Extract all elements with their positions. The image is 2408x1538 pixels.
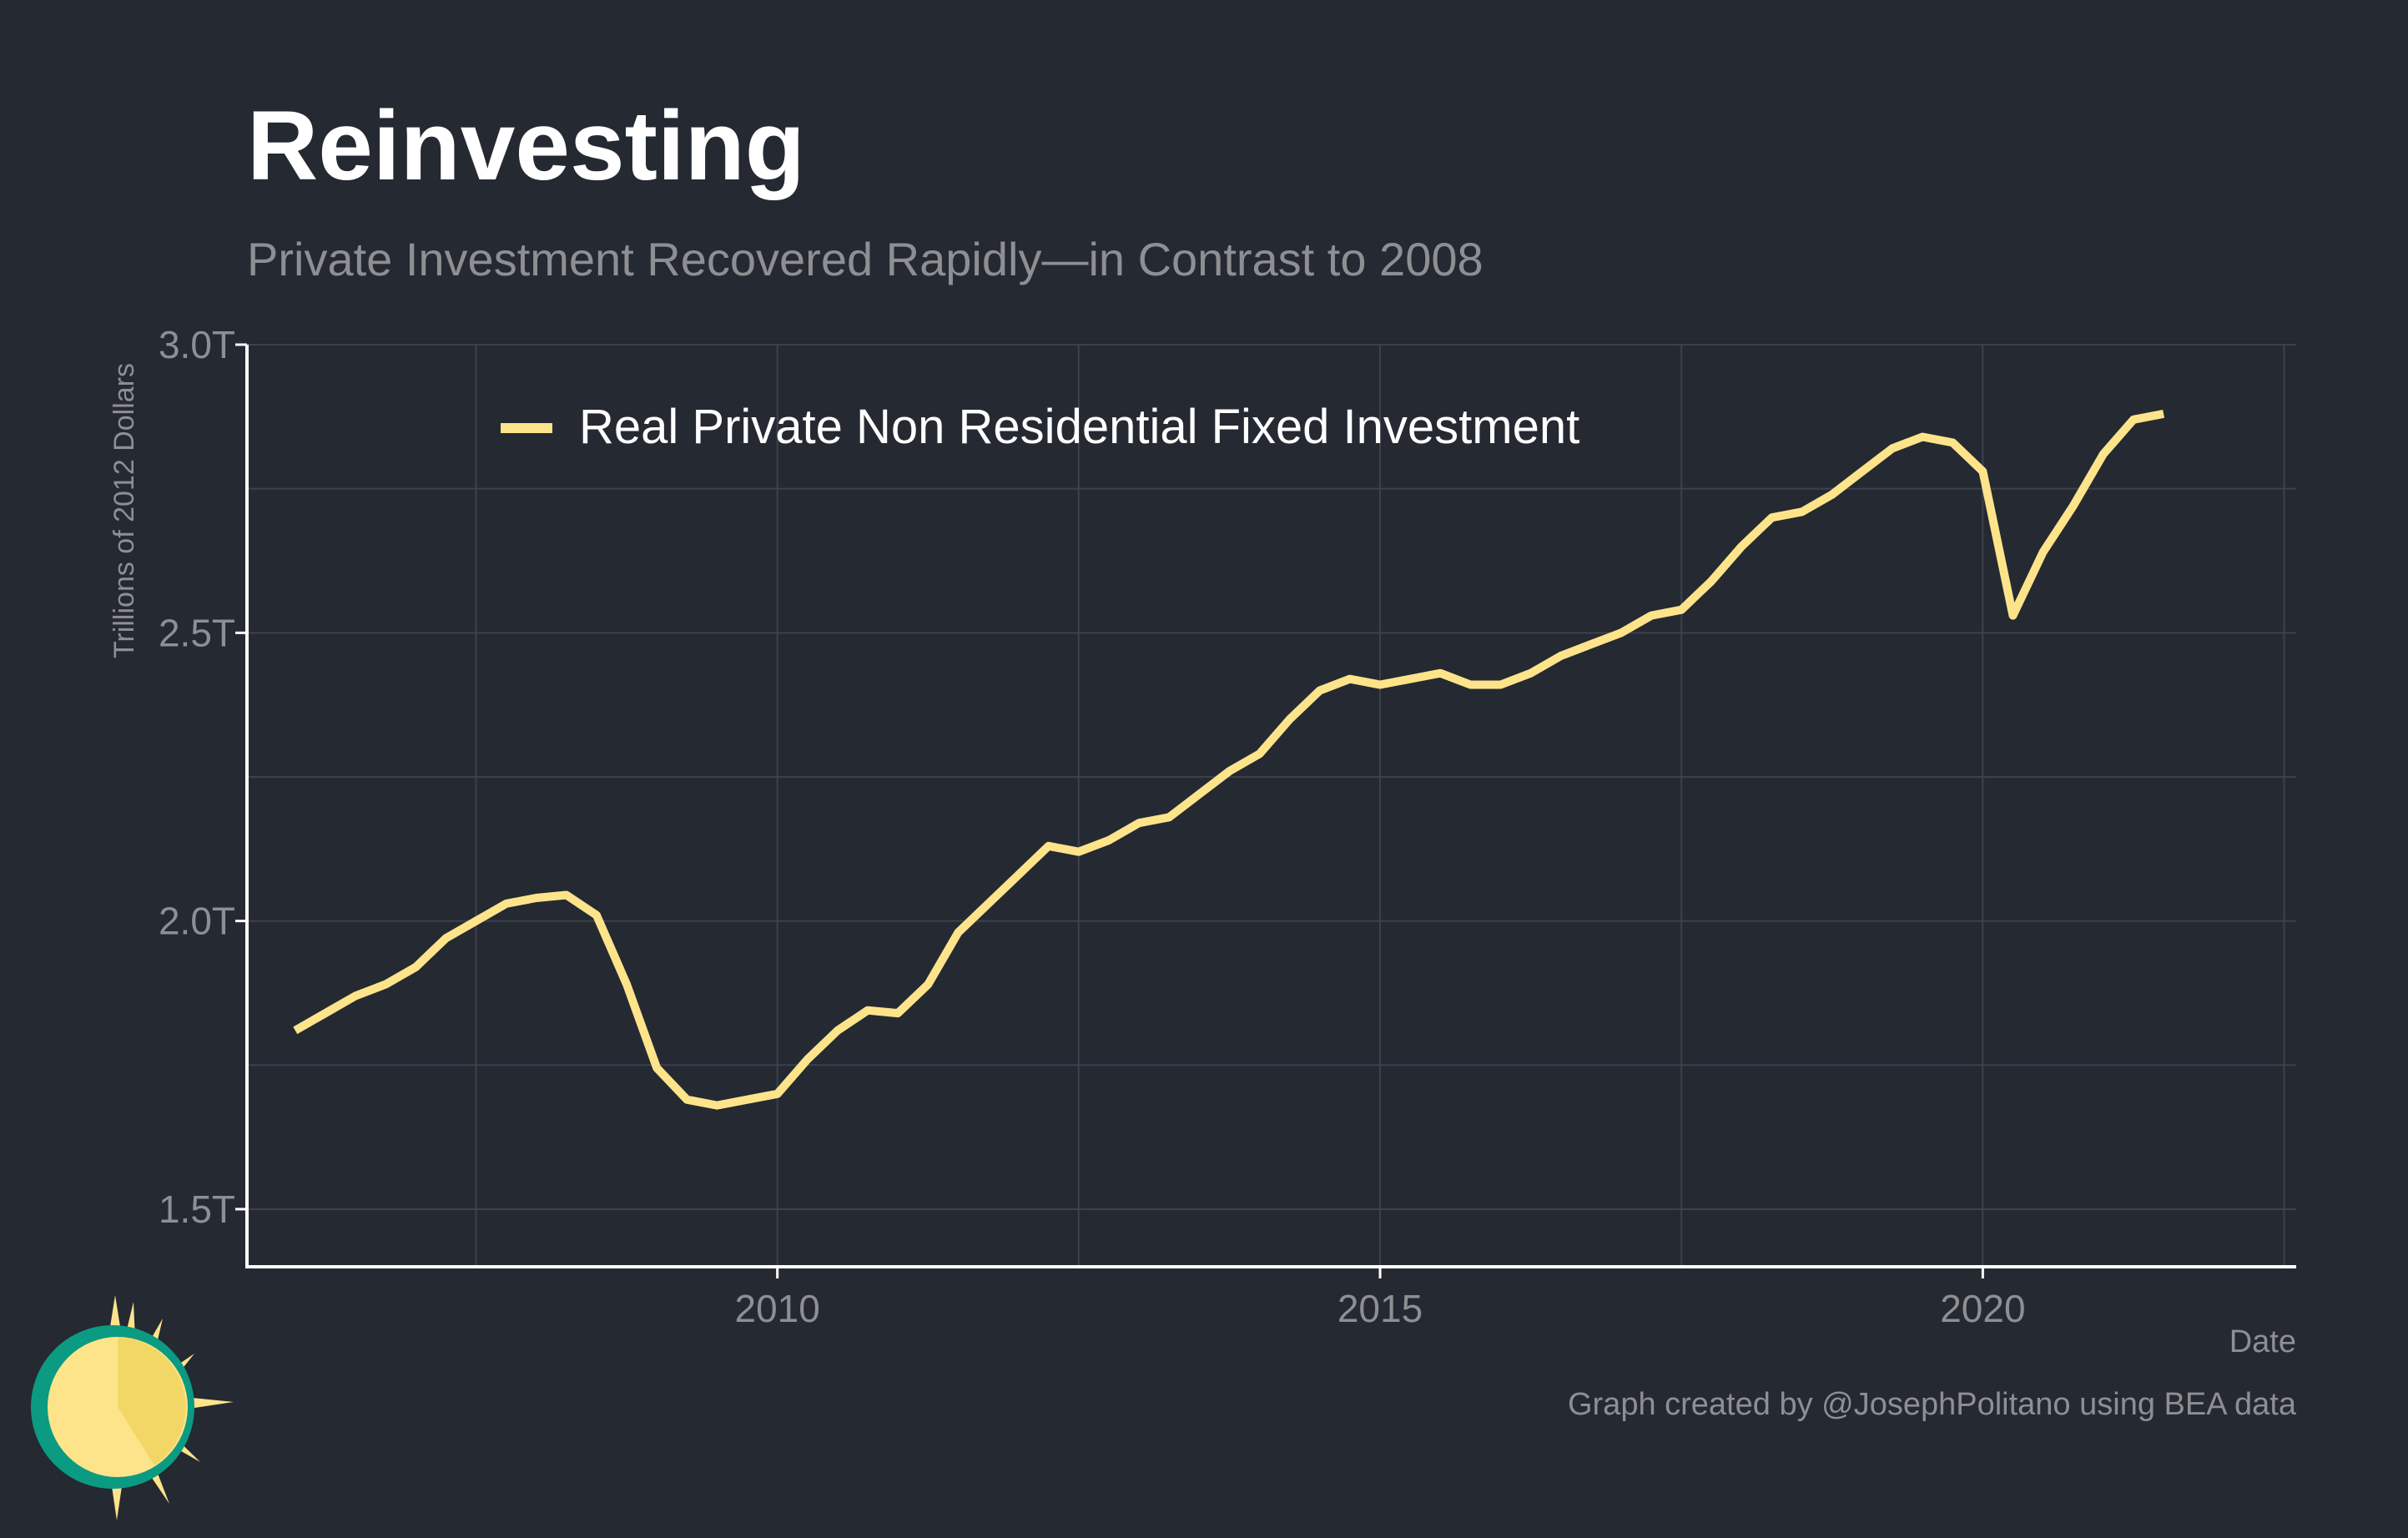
chart-title: Reinvesting	[247, 91, 805, 201]
y-tick-label: 1.5T	[159, 1188, 235, 1231]
x-axis-label: Date	[2229, 1324, 2296, 1359]
series-line	[293, 409, 2165, 1110]
y-tick-label: 2.5T	[159, 611, 235, 654]
axes	[245, 345, 2296, 1268]
chart-subtitle: Private Investment Recovered Rapidly—in …	[247, 233, 1484, 285]
legend-label: Real Private Non Residential Fixed Inves…	[579, 400, 1579, 454]
x-tick-label: 2010	[734, 1287, 819, 1330]
tick-labels: 1.5T 2.0T 2.5T 3.0T 2010 2015 2020	[159, 323, 2026, 1330]
y-axis-label: Trillions of 2012 Dollars	[108, 363, 140, 658]
x-tick-label: 2015	[1337, 1287, 1423, 1330]
x-tick-label: 2020	[1940, 1287, 2025, 1330]
grid-lines	[247, 344, 2296, 1267]
y-tick-label: 3.0T	[159, 323, 235, 366]
sun-logo-icon	[31, 1295, 234, 1520]
series-lines	[293, 409, 2165, 1110]
source-caption: Graph created by @JosephPolitano using B…	[1567, 1387, 2296, 1422]
y-tick-label: 2.0T	[159, 900, 235, 943]
legend: Real Private Non Residential Fixed Inves…	[501, 400, 1579, 454]
